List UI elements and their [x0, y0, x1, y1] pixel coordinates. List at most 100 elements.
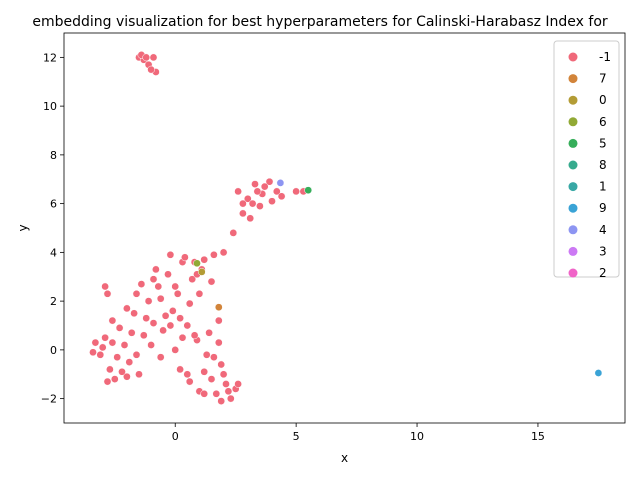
legend-marker	[568, 225, 578, 235]
data-point	[239, 199, 247, 208]
data-point	[89, 348, 97, 357]
data-point	[272, 187, 281, 196]
data-point	[277, 192, 286, 201]
data-point	[173, 289, 182, 298]
y-tick-label: 6	[50, 198, 57, 211]
data-point	[197, 268, 206, 276]
data-point	[178, 333, 187, 342]
data-point	[110, 375, 119, 383]
data-point	[188, 275, 197, 284]
data-point	[123, 372, 131, 381]
data-point	[156, 294, 165, 303]
data-point	[164, 270, 172, 279]
data-point	[260, 182, 269, 191]
data-point	[123, 304, 131, 313]
data-point	[106, 365, 114, 374]
data-point	[135, 370, 143, 379]
data-point	[152, 265, 160, 274]
legend-label: 3	[599, 244, 607, 258]
data-point	[200, 255, 209, 264]
data-point	[171, 346, 180, 354]
data-point	[193, 259, 201, 268]
data-point	[190, 331, 199, 340]
legend-marker	[568, 138, 578, 148]
data-point	[139, 331, 148, 340]
y-tick-label: 2	[50, 295, 57, 308]
legend-marker	[568, 52, 578, 62]
data-point	[103, 289, 112, 298]
data-point	[183, 321, 192, 330]
data-point	[118, 367, 126, 376]
data-point	[161, 311, 170, 320]
data-point	[256, 202, 264, 210]
data-point	[234, 380, 242, 388]
axes-frame	[63, 32, 626, 424]
data-point	[142, 53, 151, 62]
data-point	[154, 282, 163, 291]
chart-title: embedding visualization for best hyperpa…	[32, 14, 608, 30]
data-point	[137, 280, 146, 288]
data-point	[239, 209, 247, 218]
data-point	[115, 324, 124, 332]
data-point	[108, 316, 117, 325]
legend-label: 9	[599, 201, 607, 215]
data-point	[246, 214, 255, 223]
legend-marker	[568, 182, 578, 192]
data-point	[156, 353, 165, 362]
data-point	[103, 377, 112, 386]
data-point	[132, 289, 141, 298]
data-point	[222, 380, 230, 388]
legend-marker	[568, 95, 578, 105]
data-point	[212, 389, 221, 398]
data-point	[292, 187, 300, 196]
data-point	[214, 316, 223, 325]
data-point	[210, 250, 218, 259]
y-tick-label: 8	[50, 149, 57, 162]
data-point	[248, 199, 257, 208]
legend-label: 5	[599, 136, 607, 150]
data-point	[200, 389, 209, 398]
legend-label: -1	[599, 50, 611, 64]
data-point	[132, 350, 141, 359]
y-tick-label: 0	[50, 344, 57, 357]
data-point	[217, 360, 226, 369]
x-axis-label: x	[341, 451, 348, 465]
data-point	[304, 186, 313, 195]
data-point	[219, 248, 228, 257]
data-point	[149, 53, 158, 62]
data-point	[147, 65, 155, 74]
legend-marker	[568, 160, 578, 170]
data-point	[181, 253, 189, 262]
y-tick-label: −2	[41, 393, 57, 406]
legend-marker	[568, 246, 578, 256]
plot-area	[89, 51, 603, 405]
data-point	[149, 275, 158, 284]
data-point	[142, 314, 151, 323]
data-point	[120, 341, 129, 349]
data-point	[234, 187, 242, 196]
data-point	[147, 341, 155, 349]
data-point	[200, 367, 209, 376]
data-point	[268, 197, 276, 206]
data-point	[219, 370, 228, 379]
x-tick-label: 0	[172, 430, 179, 443]
legend-label: 1	[599, 180, 607, 194]
data-point	[127, 328, 136, 337]
data-point	[202, 350, 211, 359]
data-point	[183, 370, 192, 379]
data-point	[195, 289, 204, 298]
data-point	[166, 250, 175, 259]
data-point	[101, 333, 109, 342]
data-point	[243, 194, 252, 203]
legend: -1 7 0 6 5 8 1 9 4 3 2	[553, 40, 620, 280]
data-point	[594, 369, 603, 377]
y-tick-label: 4	[50, 246, 57, 259]
legend-marker	[568, 117, 578, 127]
x-tick-label: 5	[293, 430, 300, 443]
data-point	[101, 282, 109, 291]
data-point	[205, 328, 213, 337]
data-point	[113, 353, 122, 362]
data-point	[91, 338, 100, 347]
y-axis-label: y	[16, 224, 30, 231]
